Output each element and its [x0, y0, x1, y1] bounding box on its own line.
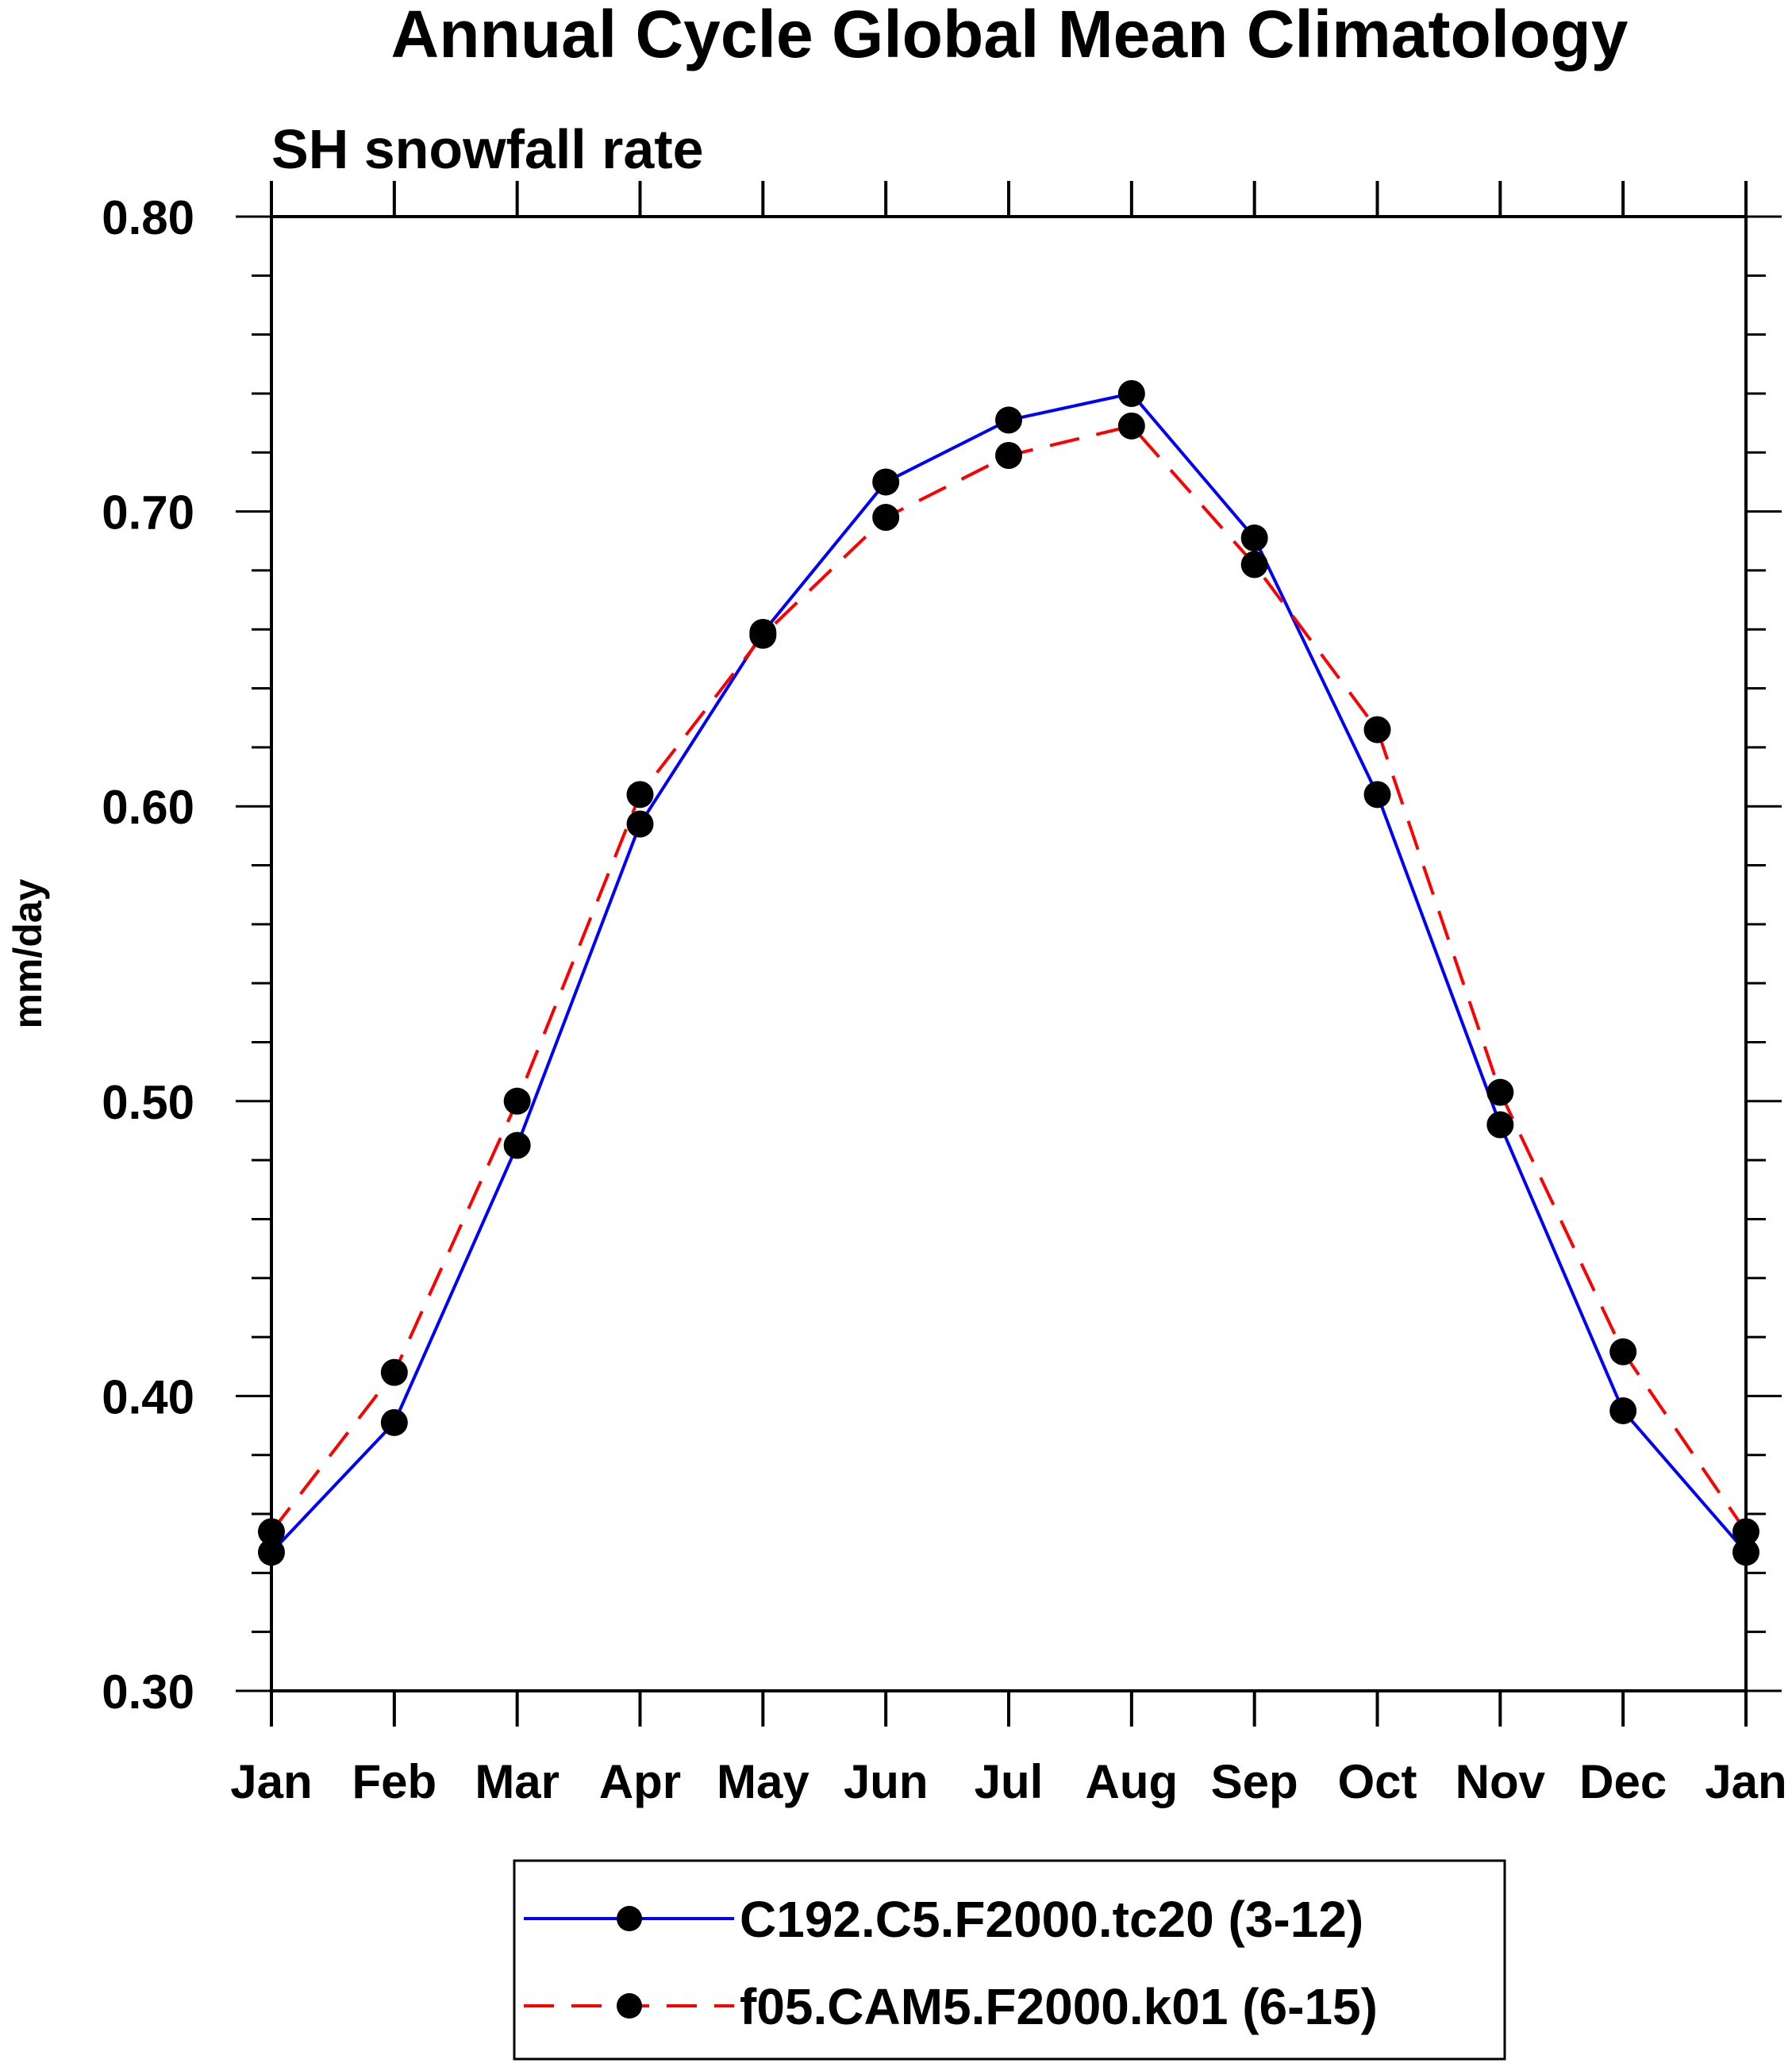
series-2-point: [1363, 716, 1391, 743]
legend-label-series-2: f05.CAM5.F2000.k01 (6-15): [740, 1978, 1378, 2035]
x-tick-label: Dec: [1579, 1755, 1667, 1808]
series-2-point: [503, 1087, 531, 1115]
x-tick-label: Apr: [599, 1755, 681, 1808]
series-2-point: [872, 504, 900, 532]
y-tick-label: 0.40: [102, 1370, 194, 1423]
y-tick-label: 0.60: [102, 781, 194, 834]
series-2-point: [1240, 551, 1268, 578]
legend-marker-series-1: [617, 1906, 642, 1931]
series-layer: [258, 379, 1759, 1566]
series-1-point: [1486, 1111, 1514, 1139]
x-tick-label: Aug: [1086, 1755, 1179, 1808]
series-2-point: [1609, 1338, 1637, 1366]
series-line-1: [270, 391, 1748, 1554]
series-1-point: [503, 1131, 531, 1159]
x-tick-label: Oct: [1337, 1755, 1417, 1808]
series-2-point: [626, 781, 654, 809]
axis-ticks: [236, 181, 1782, 1727]
series-1-point: [1117, 379, 1145, 407]
x-tick-label: Jan: [230, 1755, 312, 1808]
series-2-point: [380, 1358, 408, 1386]
series-1-point: [258, 1539, 285, 1566]
series-1-point: [1363, 781, 1391, 809]
x-tick-label: Jun: [844, 1755, 929, 1808]
tick-labels: Jan Feb Mar Apr May Jun Jul Aug Sep Oct Nov Dec Jan 0…: [102, 191, 1786, 1808]
series-1-point: [626, 810, 654, 838]
series-1-point: [1732, 1539, 1759, 1566]
legend-marker-series-2: [617, 1993, 642, 2019]
legend-box: [513, 1859, 1506, 2061]
y-tick-label: 0.50: [102, 1076, 194, 1129]
y-tick-label: 0.70: [102, 486, 194, 540]
series-2-point: [258, 1518, 285, 1546]
series-2-point: [995, 441, 1022, 469]
x-tick-label: Mar: [475, 1755, 560, 1808]
series-1-point: [995, 406, 1022, 434]
x-tick-label: Feb: [352, 1755, 436, 1808]
y-tick-label: 0.80: [102, 191, 194, 244]
series-2-point: [1486, 1078, 1514, 1106]
chart-title: Annual Cycle Global Mean Climatology: [391, 0, 1629, 71]
series-1-point: [872, 468, 900, 496]
series-1-point: [380, 1408, 408, 1436]
series-2-point: [1117, 412, 1145, 440]
series-line-2: [270, 424, 1748, 1533]
x-tick-label: Nov: [1456, 1755, 1546, 1808]
legend-label-series-1: C192.C5.F2000.tc20 (3-12): [740, 1891, 1363, 1948]
legend: C192.C5.F2000.tc20 (3-12) f05.CAM5.F2000…: [513, 1859, 1506, 2061]
series-2-point: [1732, 1518, 1759, 1546]
series-2-point: [749, 621, 777, 649]
x-tick-label: Jul: [975, 1755, 1044, 1808]
x-tick-label: May: [717, 1755, 809, 1808]
series-1-point: [1240, 524, 1268, 552]
x-tick-label: Sep: [1211, 1755, 1298, 1808]
y-tick-label: 0.30: [102, 1665, 194, 1719]
y-axis-label: mm/day: [6, 878, 50, 1028]
chart-subtitle: SH snowfall rate: [271, 118, 704, 180]
plot-frame: [270, 215, 1748, 1692]
x-tick-label: Jan: [1705, 1755, 1786, 1808]
series-1-point: [1609, 1396, 1637, 1424]
